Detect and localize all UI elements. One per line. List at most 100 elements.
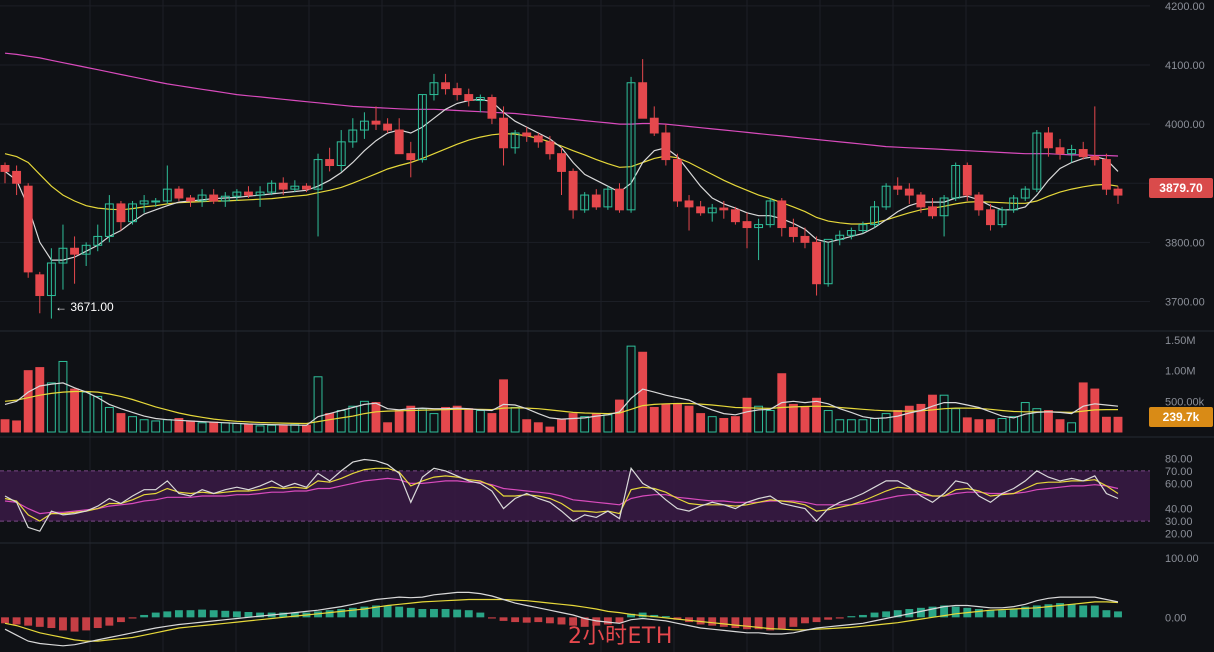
volume-bar	[23, 370, 33, 433]
volume-bar	[788, 403, 798, 433]
macd-histogram-bar	[140, 614, 149, 618]
volume-bar	[429, 413, 439, 433]
candle-body	[70, 247, 80, 255]
macd-histogram-bar	[372, 605, 380, 618]
volume-bar	[325, 413, 335, 433]
candle-body	[406, 153, 416, 161]
candle-body	[638, 82, 648, 119]
macd-axis: 100.00 0.00	[1165, 553, 1199, 624]
macd-histogram-bar	[974, 609, 983, 618]
volume-bar	[754, 405, 764, 433]
volume-bar	[104, 406, 114, 433]
rsi-mid-line	[4, 467, 1119, 522]
volume-moving-averages	[4, 382, 1119, 426]
volume-bar	[522, 419, 532, 433]
macd-histogram-bar	[1056, 603, 1064, 618]
macd-histogram-bar	[453, 609, 462, 618]
candle-body	[255, 191, 265, 196]
macd-histogram-bar	[186, 610, 195, 618]
candle-body	[823, 238, 833, 285]
macd-histogram-bar	[986, 610, 995, 618]
macd-histogram-bar	[82, 617, 91, 631]
candle-body	[800, 235, 810, 243]
current-volume-text: 239.7k	[1163, 410, 1200, 424]
macd-histogram-bar	[348, 607, 357, 618]
macd-histogram-bar	[743, 617, 751, 630]
macd-histogram-bar	[951, 606, 960, 618]
candle-body	[23, 185, 33, 273]
volume-bar	[707, 416, 717, 433]
macd-histogram-bar	[47, 617, 56, 629]
macd-histogram-bar	[93, 617, 102, 629]
candle-body	[325, 159, 335, 166]
volume-bar	[0, 419, 10, 433]
volume-bar	[904, 405, 914, 433]
candle-body	[696, 206, 706, 214]
candle-body	[232, 191, 242, 197]
current-price-tag-bg	[1149, 178, 1213, 198]
candle-body	[777, 200, 787, 229]
macd-histogram-bar	[511, 617, 520, 623]
volume-bar	[174, 418, 184, 433]
macd-histogram-bar	[534, 617, 543, 623]
candle-body	[881, 185, 891, 208]
volume-bar	[139, 419, 149, 433]
candle-body	[928, 206, 937, 217]
candle-body	[904, 188, 914, 196]
candle-body	[290, 185, 300, 190]
candle-body	[974, 194, 984, 211]
candle-body	[116, 203, 126, 223]
candle-body	[591, 194, 601, 208]
volume-axis-tick-1: 1.00M	[1165, 366, 1196, 378]
rsi-axis-tick-1: 70.00	[1165, 466, 1193, 478]
volume-pane[interactable]: 1.50M 1.00M 500.00k 239.7k	[0, 335, 1213, 433]
macd-histogram-bar	[441, 609, 450, 618]
rsi-axis-tick-0: 80.00	[1165, 453, 1193, 465]
candle-body	[301, 185, 311, 190]
price-candles	[0, 59, 1123, 319]
macd-histogram-bar	[870, 612, 879, 618]
macd-histogram-bar	[24, 617, 33, 626]
watermark-label: 2小时ETH	[568, 624, 673, 649]
candle-body	[371, 120, 381, 125]
macd-histogram-bar	[615, 617, 624, 624]
volume-bar	[313, 376, 323, 433]
macd-histogram-bar	[1114, 611, 1122, 618]
macd-histogram-bar	[383, 605, 392, 618]
candle-body	[788, 227, 798, 237]
rsi-band	[0, 470, 1150, 522]
macd-histogram-bar	[882, 611, 891, 618]
macd-histogram-bar	[801, 617, 809, 624]
volume-bar	[12, 420, 22, 433]
macd-histogram-bar	[244, 611, 253, 618]
candle-body	[209, 194, 219, 202]
candle-body	[557, 153, 566, 172]
price-pane[interactable]: 4200.004100.004000.003900.003800.003700.…	[0, 1, 1213, 319]
volume-bar	[128, 416, 137, 433]
candle-body	[858, 224, 868, 232]
volume-bar	[730, 416, 740, 433]
volume-bar	[209, 421, 219, 433]
macd-histogram-bar	[812, 617, 821, 623]
volume-bar	[1067, 422, 1077, 433]
macd-pane[interactable]: 100.00 0.00	[1, 553, 1199, 647]
volume-bar	[1113, 416, 1123, 433]
candle-body	[510, 132, 520, 149]
macd-axis-tick-0: 100.00	[1165, 553, 1199, 565]
rsi-axis-tick-3: 40.00	[1165, 504, 1193, 516]
price-axis: 4200.004100.004000.003900.003800.003700.…	[1165, 1, 1205, 308]
volume-bar	[371, 402, 381, 433]
macd-histogram-bar	[59, 617, 67, 631]
macd-histogram-bar	[766, 617, 775, 631]
candle-body	[174, 188, 184, 199]
volume-bar	[997, 418, 1007, 433]
candle-body	[730, 209, 740, 223]
volume-bar	[974, 419, 984, 433]
volume-axis-tick-0: 1.50M	[1165, 335, 1196, 347]
macd-histogram-bar	[499, 617, 508, 621]
volume-bar	[661, 403, 671, 433]
volume-bar	[452, 405, 462, 433]
